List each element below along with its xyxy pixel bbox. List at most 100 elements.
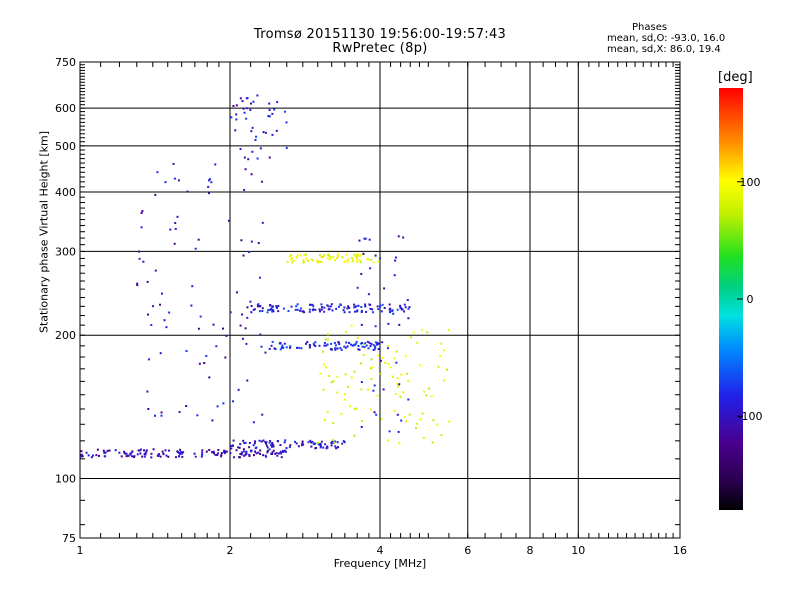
scatter-point (244, 441, 247, 444)
scatter-point (353, 370, 356, 373)
scatter-point (302, 259, 305, 262)
scatter-point (298, 309, 301, 312)
scatter-point (354, 255, 357, 258)
scatter-point (301, 310, 304, 313)
scatter-point (154, 193, 157, 196)
scatter-point (389, 308, 392, 311)
scatter-point (322, 388, 325, 391)
scatter-point (430, 395, 433, 398)
scatter-point (279, 341, 282, 344)
y-axis-label-wrap: Stationary phase Virtual Height [km] (38, 131, 54, 333)
scatter-point (257, 303, 260, 306)
scatter-point (251, 150, 254, 153)
scatter-point (374, 341, 377, 344)
scatter-point (323, 419, 326, 422)
scatter-point (318, 310, 321, 313)
scatter-point (212, 450, 215, 453)
scatter-point (353, 343, 356, 346)
scatter-point (143, 449, 146, 452)
scatter-point (386, 344, 389, 347)
y-tick-label-300: 300 (55, 245, 76, 258)
scatter-point (268, 109, 271, 112)
scatter-point (355, 305, 358, 308)
scatter-point (357, 304, 360, 307)
scatter-point (388, 303, 391, 306)
scatter-point (336, 255, 339, 258)
scatter-point (341, 256, 344, 259)
scatter-point (345, 330, 348, 333)
scatter-point (326, 445, 329, 448)
scatter-point (232, 105, 235, 108)
scatter-point (257, 305, 260, 308)
scatter-point (376, 305, 379, 308)
scatter-point (250, 130, 253, 133)
scatter-point (161, 450, 164, 453)
scatter-point (271, 133, 274, 136)
scatter-point (169, 228, 172, 231)
scatter-point (266, 449, 269, 452)
scatter-point (376, 341, 379, 344)
scatter-point (312, 308, 315, 311)
scatter-point (268, 347, 271, 350)
scatter-point (217, 449, 220, 452)
scatter-point (215, 345, 218, 348)
scatter-point (323, 306, 326, 309)
scatter-point (271, 443, 274, 446)
scatter-point (252, 454, 255, 457)
scatter-point (235, 449, 238, 452)
scatter-point (360, 323, 363, 326)
scatter-point (243, 441, 246, 444)
scatter-point (269, 440, 272, 443)
scatter-point (245, 342, 248, 345)
scatter-point (377, 260, 380, 263)
scatter-point (357, 253, 360, 256)
scatter-point (389, 307, 392, 310)
scatter-point (336, 347, 339, 350)
scatter-point (320, 306, 323, 309)
scatter-point (372, 348, 375, 351)
scatter-point (333, 441, 336, 444)
scatter-point (108, 449, 111, 452)
scatter-point (163, 319, 166, 322)
scatter-point (330, 444, 333, 447)
scatter-point (398, 323, 401, 326)
scatter-point (356, 261, 359, 264)
scatter-point (336, 253, 339, 256)
scatter-point (98, 454, 101, 457)
scatter-point (336, 391, 339, 394)
scatter-point (314, 341, 317, 344)
scatter-point (233, 456, 236, 459)
scatter-point (365, 344, 368, 347)
scatter-point (343, 345, 346, 348)
scatter-point (347, 305, 350, 308)
scatter-point (103, 455, 106, 458)
scatter-point (315, 446, 318, 449)
scatter-point (343, 392, 346, 395)
scatter-point (326, 410, 329, 413)
scatter-point (156, 171, 159, 174)
scatter-point (440, 434, 443, 437)
scatter-point (216, 452, 219, 455)
scatter-point (287, 310, 290, 313)
scatter-point (104, 451, 107, 454)
scatter-point (268, 448, 271, 451)
scatter-point (240, 451, 243, 454)
colorbar-tick-label--100: -100 (738, 410, 763, 423)
scatter-point (328, 375, 331, 378)
scatter-point (346, 385, 349, 388)
scatter-point (365, 310, 368, 313)
scatter-point (139, 452, 142, 455)
y-tick-label-750: 750 (55, 56, 76, 69)
scatter-point (384, 361, 387, 364)
scatter-point (355, 407, 358, 410)
scatter-point (336, 441, 339, 444)
scatter-point (410, 336, 413, 339)
scatter-point (80, 450, 83, 453)
scatter-point (296, 303, 299, 306)
scatter-point (168, 311, 171, 314)
scatter-point (249, 108, 252, 111)
scatter-point (162, 452, 165, 455)
scatter-point (254, 139, 257, 142)
